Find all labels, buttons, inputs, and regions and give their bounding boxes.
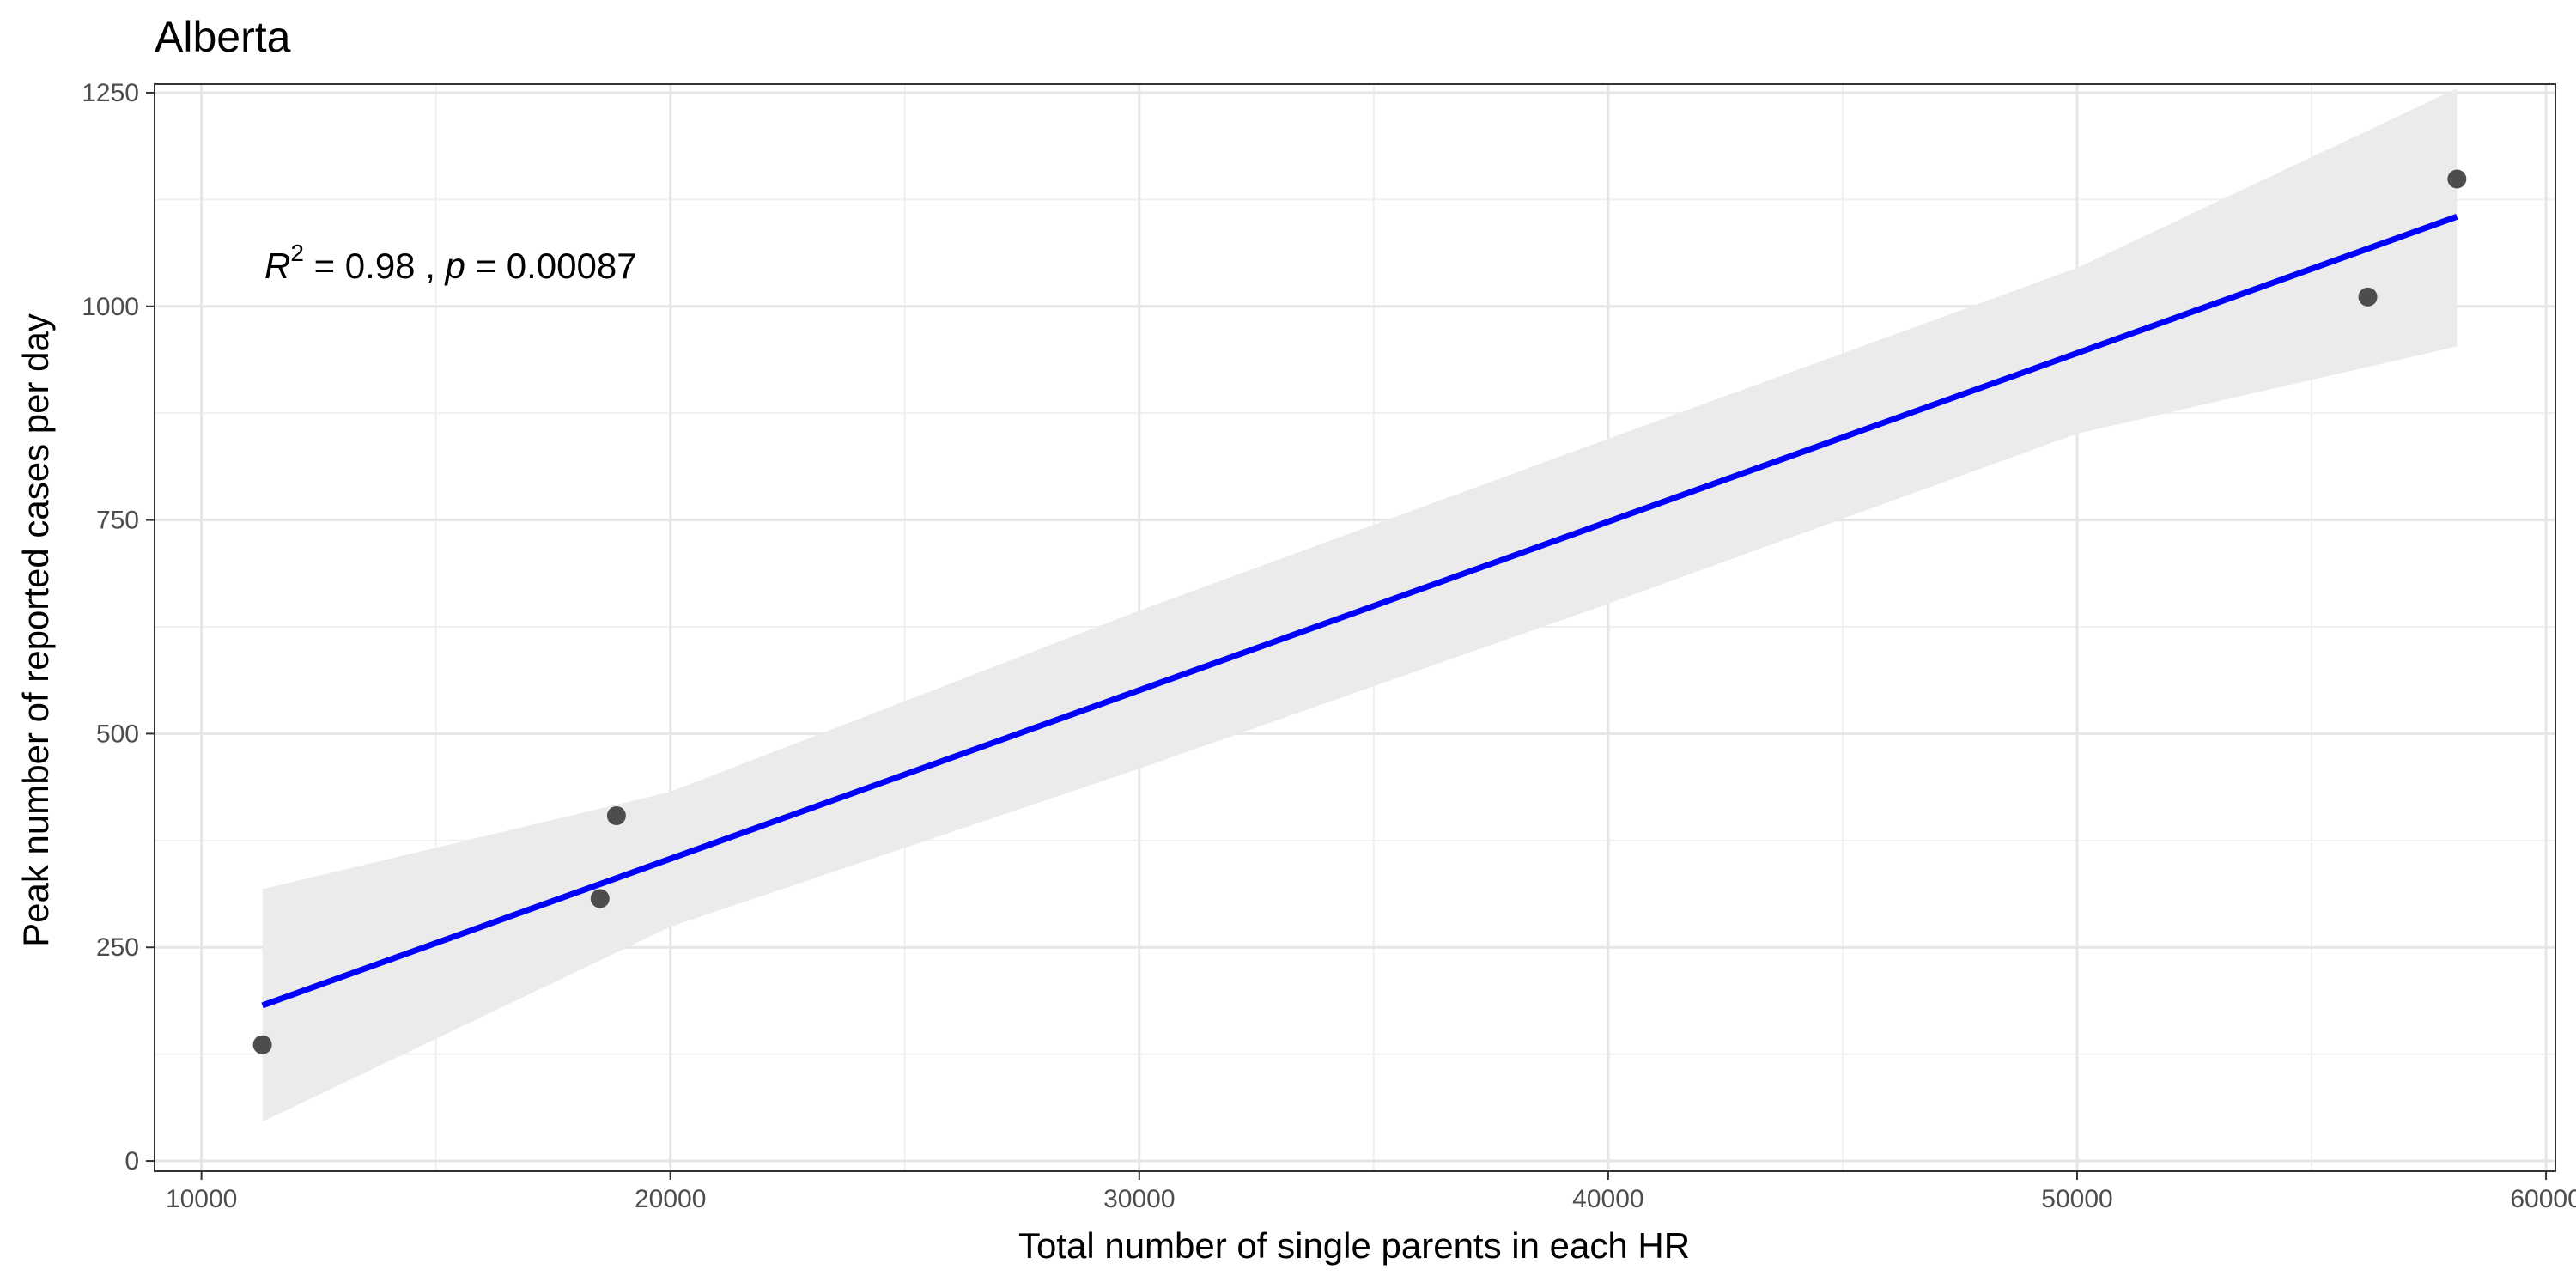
- x-tick-label: 30000: [1103, 1185, 1175, 1213]
- p-value: = 0.00087: [465, 246, 637, 286]
- regression-line: [261, 213, 2458, 1009]
- y-tick-label: 250: [96, 933, 139, 962]
- r-squared-symbol: R: [264, 246, 290, 286]
- x-tick-label: 50000: [2041, 1185, 2112, 1213]
- x-tick-label: 40000: [1572, 1185, 1643, 1213]
- y-tick-label: 500: [96, 720, 139, 748]
- confidence-band: [262, 88, 2458, 1122]
- data-point: [606, 805, 626, 825]
- panel-border: [154, 83, 2556, 1172]
- fit-annotation: R2 = 0.98 , p = 0.00087: [264, 240, 637, 286]
- x-axis-title: Total number of single parents in each H…: [1018, 1225, 1690, 1266]
- data-point: [590, 889, 610, 908]
- p-value-symbol: p: [444, 246, 465, 286]
- y-tick-label: 750: [96, 507, 139, 535]
- x-axis-ticks: 10000 20000 30000 40000 50000 60000: [166, 1171, 2576, 1213]
- y-axis-ticks: 0 250 500 750 1000 1250: [82, 79, 155, 1176]
- data-point: [2447, 169, 2467, 189]
- y-tick-label: 1250: [82, 79, 139, 107]
- y-axis-title: Peak number of reported cases per day: [15, 313, 56, 947]
- data-point: [252, 1035, 272, 1054]
- data-points: [252, 169, 2467, 1054]
- r-squared-value: = 0.98 ,: [304, 246, 446, 286]
- x-tick-label: 20000: [635, 1185, 706, 1213]
- x-tick-label: 10000: [166, 1185, 237, 1213]
- r-squared-exponent: 2: [290, 240, 304, 266]
- data-point: [2358, 287, 2378, 307]
- y-tick-label: 0: [125, 1147, 139, 1176]
- y-tick-label: 1000: [82, 293, 139, 321]
- chart-title: Alberta: [155, 13, 291, 61]
- x-tick-label: 60000: [2510, 1185, 2576, 1213]
